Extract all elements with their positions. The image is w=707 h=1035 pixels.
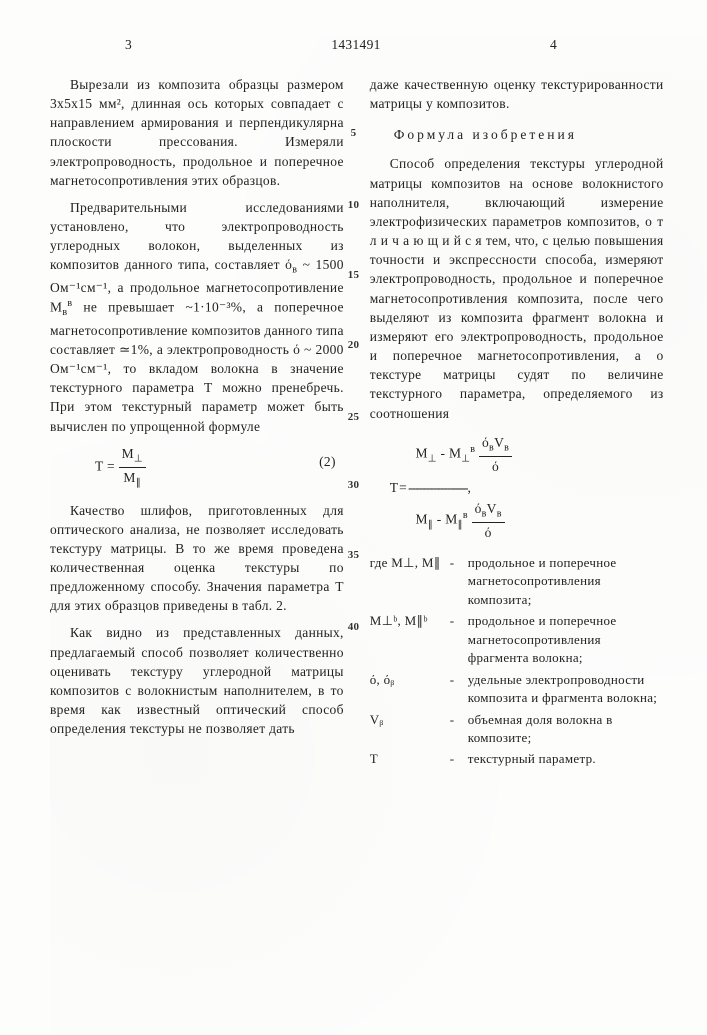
section-title: Формула изобретения bbox=[370, 125, 664, 144]
line-marker-5: 5 bbox=[351, 126, 357, 142]
where-2: M⊥ᵇ, M∥ᵇ - продольное и поперечное магне… bbox=[370, 612, 664, 667]
where-1: где M⊥, M∥ - продольное и поперечное маг… bbox=[370, 554, 664, 609]
line-marker-35: 35 bbox=[348, 548, 360, 564]
column-left: Вырезали из композита образцы размером 3… bbox=[50, 75, 344, 772]
where-4: Vᵦ - объемная доля волокна в композите; bbox=[370, 711, 664, 748]
left-para-1: Вырезали из композита образцы размером 3… bbox=[50, 75, 344, 190]
formula-2-expr: T = M⊥M∥ bbox=[95, 444, 344, 491]
line-marker-10: 10 bbox=[348, 198, 360, 214]
main-formula: M⊥ - M⊥в όвVвό T = -----------------, M∥… bbox=[370, 433, 664, 542]
formula-denominator: M∥ - M∥в όвVвό bbox=[390, 499, 664, 542]
header: 3 1431491 4 bbox=[50, 35, 662, 65]
section-title-text: Формула изобретения bbox=[394, 127, 577, 142]
column-right: даже качественную оценку текстурированно… bbox=[370, 75, 664, 772]
line-marker-40: 40 bbox=[348, 620, 360, 636]
where-3: ό, όᵦ - удельные электропроводности комп… bbox=[370, 671, 664, 708]
line-marker-20: 20 bbox=[348, 338, 360, 354]
left-p2-a: Предварительными исследованиями установл… bbox=[50, 200, 344, 272]
right-para-2: Способ определения текстуры углеродной м… bbox=[370, 154, 664, 422]
right-para-1: даже качественную оценку текстурированно… bbox=[370, 75, 664, 113]
page-num-left: 3 bbox=[125, 35, 132, 54]
page: 3 1431491 4 Вырезали из композита образц… bbox=[0, 0, 707, 1000]
formula-2: T = M⊥M∥ (2) bbox=[50, 444, 344, 491]
line-marker-15: 15 bbox=[348, 268, 360, 284]
formula-2-label: (2) bbox=[319, 452, 336, 471]
page-num-right: 4 bbox=[550, 35, 557, 54]
where-5: Т - текстурный параметр. bbox=[370, 750, 664, 768]
left-para-2: Предварительными исследованиями установл… bbox=[50, 198, 344, 436]
left-p2-c: не превышает ~1·10⁻³%, а поперечное магн… bbox=[50, 300, 344, 357]
left-para-3: Качество шлифов, приготовленных для опти… bbox=[50, 501, 344, 616]
left-para-4: Как видно из представленных данных, пред… bbox=[50, 623, 344, 738]
document-number: 1431491 bbox=[331, 35, 380, 54]
formula-divider: T = -----------------, bbox=[390, 478, 664, 497]
formula-numerator: M⊥ - M⊥в όвVвό bbox=[390, 433, 664, 476]
line-marker-25: 25 bbox=[348, 410, 360, 426]
line-marker-30: 30 bbox=[348, 478, 360, 494]
